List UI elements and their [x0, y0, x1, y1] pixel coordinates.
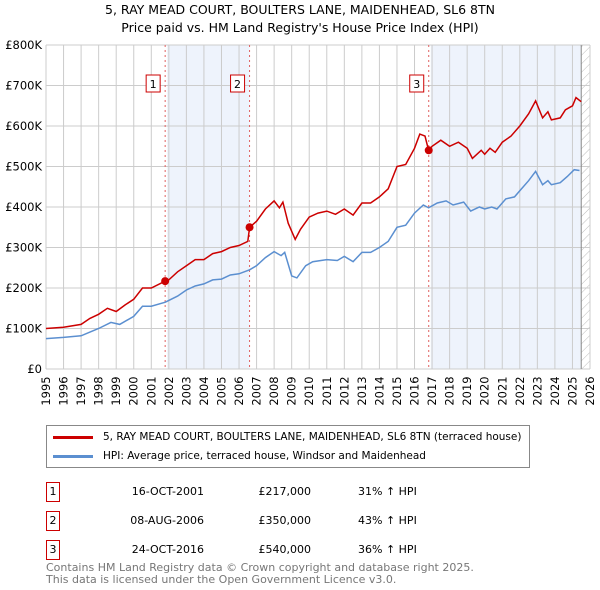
footer-copyright: Contains HM Land Registry data © Crown c… [46, 561, 474, 574]
sale-marker-badge: 1 [46, 482, 60, 502]
y-tick-label: £100K [5, 322, 42, 336]
legend-label: 5, RAY MEAD COURT, BOULTERS LANE, MAIDEN… [103, 431, 522, 443]
sale-date: 16-OCT-2001 [131, 485, 204, 498]
sale-label: 3 [413, 78, 420, 91]
y-tick-label: £400K [5, 200, 42, 214]
sale-marker-badge: 3 [46, 540, 60, 560]
x-tick-label: 2021 [495, 376, 509, 405]
plot-area: 1995 1996 1997 1998 1999 2000 2001 2002 2003 2004… [5, 38, 597, 406]
footer: Contains HM Land Registry data © Crown c… [46, 562, 474, 586]
x-tick-label: 2000 [127, 376, 141, 405]
sale-hpi-diff: 36% ↑ HPI [358, 543, 417, 556]
legend-swatch-blue [53, 454, 93, 458]
x-tick-label: 2005 [214, 376, 228, 405]
x-tick-label: 2007 [250, 376, 264, 405]
x-tick-label: 2009 [285, 376, 299, 405]
sale-point [245, 223, 254, 232]
x-tick-label: 2018 [443, 376, 457, 405]
y-tick-label: £300K [5, 241, 42, 255]
x-tick-label: 1998 [92, 376, 106, 405]
x-tick-label: 2008 [267, 376, 281, 405]
x-tick-label: 2025 [565, 376, 579, 405]
y-tick-label: £700K [5, 79, 42, 93]
x-tick-label: 2003 [179, 376, 193, 405]
x-tick-label: 2006 [232, 376, 246, 405]
x-tick-label: 1996 [57, 376, 71, 405]
sale-row: 2 08-AUG-2006 £350,000 43% ↑ HPI [46, 511, 446, 531]
footer-licence: This data is licensed under the Open Gov… [46, 573, 397, 586]
sale-point [424, 146, 433, 155]
y-tick-label: £500K [5, 160, 42, 174]
sale-date: 08-AUG-2006 [130, 514, 204, 527]
sale-marker-badge: 2 [46, 511, 60, 531]
sale-row: 3 24-OCT-2016 £540,000 36% ↑ HPI [46, 540, 446, 560]
x-tick-label: 2013 [355, 376, 369, 405]
chart-title: 5, RAY MEAD COURT, BOULTERS LANE, MAIDEN… [105, 2, 495, 17]
x-tick-label: 2016 [408, 376, 422, 405]
y-tick-label: £0 [27, 362, 42, 376]
sale-hpi-diff: 43% ↑ HPI [358, 514, 417, 527]
x-tick-label: 2020 [478, 376, 492, 405]
x-tick-label: 2014 [372, 376, 386, 405]
legend-label: HPI: Average price, terraced house, Wind… [103, 450, 426, 462]
x-tick-label: 2017 [425, 376, 439, 405]
x-tick-label: 2012 [337, 376, 351, 405]
x-tick-label: 1995 [39, 376, 53, 405]
x-tick-label: 1997 [74, 376, 88, 405]
sale-date: 24-OCT-2016 [131, 543, 204, 556]
y-tick-label: £800K [5, 38, 42, 52]
x-tick-label: 2023 [530, 376, 544, 405]
sale-point [161, 277, 170, 286]
x-tick-label: 1999 [109, 376, 123, 405]
x-tick-label: 2022 [513, 376, 527, 405]
y-tick-label: £600K [5, 119, 42, 133]
legend: 5, RAY MEAD COURT, BOULTERS LANE, MAIDEN… [46, 425, 530, 468]
x-tick-label: 2002 [162, 376, 176, 405]
x-tick-label: 2026 [583, 376, 597, 405]
x-tick-label: 2010 [302, 376, 316, 405]
sale-label-box [230, 74, 246, 93]
sale-label: 1 [150, 78, 157, 91]
sale-price: £540,000 [258, 543, 312, 556]
x-tick-label: 2004 [197, 376, 211, 405]
x-tick-label: 2024 [548, 376, 562, 405]
legend-swatch-red [53, 435, 93, 439]
sale-label-box [409, 74, 425, 93]
sale-hpi-diff: 31% ↑ HPI [358, 485, 417, 498]
x-tick-label: 2015 [390, 376, 404, 405]
sale-label: 2 [234, 78, 241, 91]
x-tick-label: 2011 [320, 376, 334, 405]
sale-price: £217,000 [258, 485, 312, 498]
x-tick-label: 2001 [144, 376, 158, 405]
y-tick-label: £200K [5, 281, 42, 295]
chart-subtitle: Price paid vs. HM Land Registry's House … [121, 20, 479, 35]
x-tick-label: 2019 [460, 376, 474, 405]
sale-row: 1 16-OCT-2001 £217,000 31% ↑ HPI [46, 482, 446, 502]
hpi-line [45, 168, 580, 340]
legend-item-property: 5, RAY MEAD COURT, BOULTERS LANE, MAIDEN… [53, 430, 521, 444]
sale-price: £350,000 [258, 514, 312, 527]
legend-item-hpi: HPI: Average price, terraced house, Wind… [53, 449, 426, 463]
sale-label-box [145, 74, 161, 93]
